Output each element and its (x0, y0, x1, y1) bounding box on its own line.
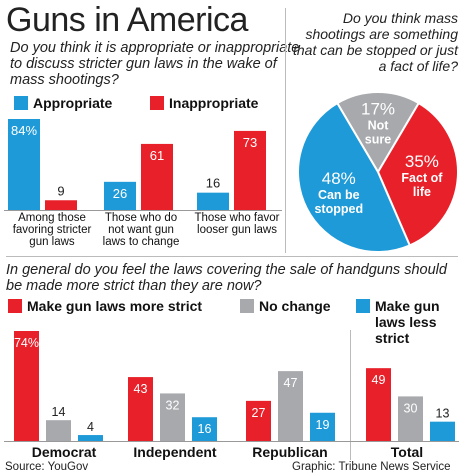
chart3-bar (430, 421, 455, 441)
credit-note: Graphic: Tribune News Service (292, 461, 451, 473)
chart3-bar (278, 371, 303, 441)
chart3-data-label: 32 (166, 398, 180, 412)
chart3-bar (398, 396, 423, 441)
chart1-bar (141, 143, 173, 210)
chart3-data-label: 19 (316, 418, 330, 432)
chart3-bar (246, 400, 271, 441)
chart3-bar (128, 377, 153, 441)
pie-slice (376, 101, 459, 247)
chart1-data-label: 73 (243, 135, 257, 150)
chart3-bar (46, 420, 71, 441)
chart3-category-label: Democrat (31, 444, 97, 460)
pie-category-label: Not (368, 118, 390, 132)
pie-category-label: sure (365, 132, 391, 146)
pie-percent-label: 48% (322, 169, 356, 188)
chart1-data-label: 9 (57, 183, 64, 198)
chart1-bar (234, 130, 266, 210)
vertical-divider-total (350, 330, 351, 460)
legend-more-strict-swatch (8, 299, 22, 313)
page-title: Guns in America (6, 1, 248, 39)
pie-slice (335, 91, 421, 174)
legend-less-strict-label: Make gun laws less strict (375, 298, 440, 346)
chart3-data-label: 47 (284, 376, 298, 390)
pie-category-label: stopped (314, 202, 363, 216)
chart3-category-label: Total (390, 444, 424, 460)
chart1-bar (104, 181, 136, 210)
chart3-data-label: 16 (198, 422, 212, 436)
chart1-data-label: 16 (206, 176, 220, 191)
legend-no-change-label: No change (259, 298, 331, 314)
legend-less-strict-swatch (356, 299, 370, 313)
chart3-category-label: Independent (133, 444, 217, 460)
legend-no-change-swatch (240, 299, 254, 313)
chart1-data-label: 26 (113, 186, 127, 201)
chart3-bar (14, 331, 39, 441)
chart3-bar (310, 412, 335, 441)
vertical-divider-top (285, 8, 286, 253)
pie-slice (297, 101, 412, 253)
pie-category-label: life (413, 185, 431, 199)
source-note: Source: YouGov (5, 461, 89, 473)
legend-more-strict-label: Make gun laws more strict (27, 298, 203, 314)
chart3-data-label: 13 (436, 407, 450, 421)
pie-percent-label: 35% (405, 152, 439, 171)
question-3: In general do you feel the laws covering… (6, 262, 447, 294)
chart1-data-label: 61 (150, 148, 164, 163)
chart3-data-label: 74% (14, 336, 39, 350)
chart3-data-label: 27 (252, 406, 266, 420)
chart3-category-label: Republican (252, 444, 328, 460)
legend-inappropriate-label: Inappropriate (169, 95, 259, 111)
chart3-data-label: 49 (372, 373, 386, 387)
chart1-category-label: Those who do not want gun laws to change (102, 212, 180, 248)
pie-category-label: Can be (318, 188, 360, 202)
legend-inappropriate-swatch (150, 96, 164, 110)
pie-percent-label: 17% (361, 99, 395, 118)
pie-category-label: Fact of (401, 171, 443, 185)
chart3-data-label: 14 (52, 405, 66, 419)
chart3-data-label: 4 (87, 420, 94, 434)
horizontal-divider (6, 256, 458, 257)
question-1: Do you think it is appropriate or inappr… (10, 40, 300, 88)
chart3-data-label: 30 (404, 401, 418, 415)
chart1-bar (45, 200, 77, 210)
chart3-bar (160, 393, 185, 441)
chart1-category-label: Among those favoring stricter gun laws (12, 212, 92, 248)
chart1-data-label: 84% (11, 123, 37, 138)
chart3-bar (78, 435, 103, 441)
question-2: Do you think mass shootings are somethin… (293, 10, 458, 74)
legend-appropriate-label: Appropriate (33, 95, 113, 111)
chart1-bar (197, 192, 229, 210)
chart1-category-label: Those who favor looser gun laws (194, 212, 280, 236)
chart3-bar (366, 368, 391, 441)
chart3-bar (192, 417, 217, 441)
legend-appropriate-swatch (14, 96, 28, 110)
chart3-data-label: 43 (134, 382, 148, 396)
chart1-bar (8, 119, 40, 210)
